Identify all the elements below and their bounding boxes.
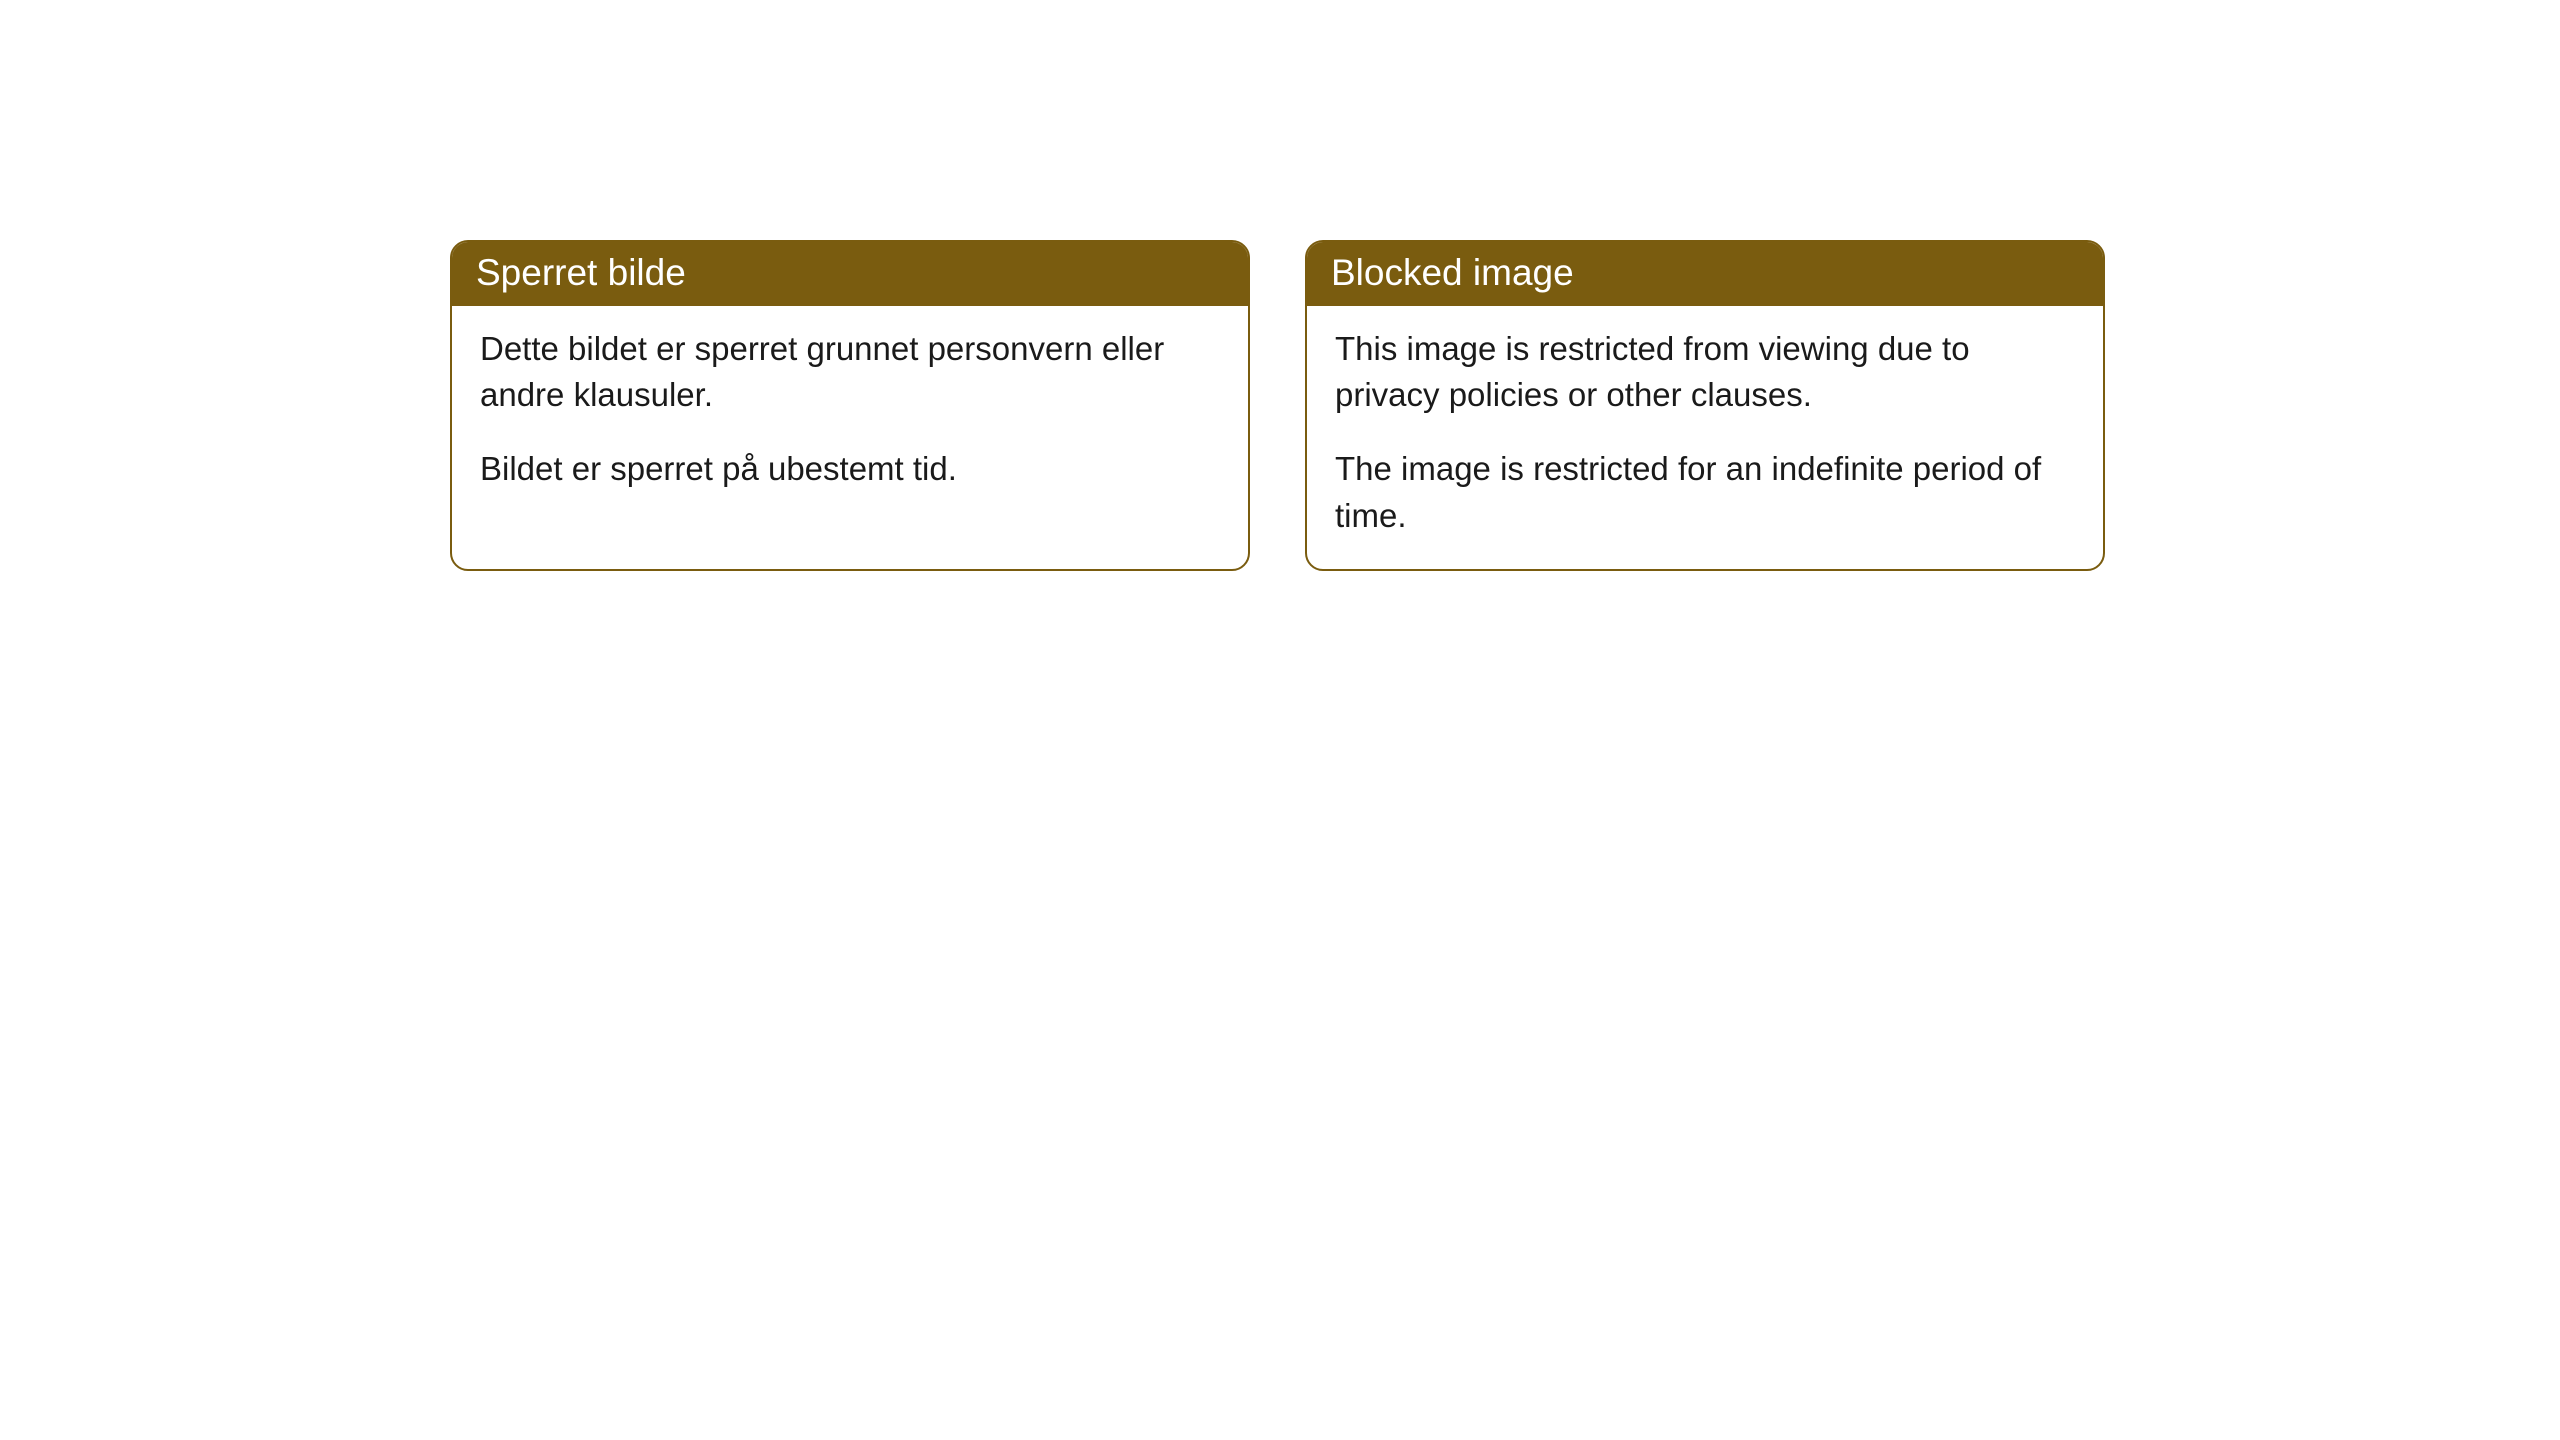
card-title: Sperret bilde xyxy=(452,242,1248,306)
card-paragraph: This image is restricted from viewing du… xyxy=(1335,326,2075,418)
card-body: Dette bildet er sperret grunnet personve… xyxy=(452,306,1248,523)
notice-cards-container: Sperret bilde Dette bildet er sperret gr… xyxy=(450,240,2105,571)
notice-card-norwegian: Sperret bilde Dette bildet er sperret gr… xyxy=(450,240,1250,571)
card-body: This image is restricted from viewing du… xyxy=(1307,306,2103,569)
card-paragraph: Dette bildet er sperret grunnet personve… xyxy=(480,326,1220,418)
card-paragraph: Bildet er sperret på ubestemt tid. xyxy=(480,446,1220,492)
card-paragraph: The image is restricted for an indefinit… xyxy=(1335,446,2075,538)
notice-card-english: Blocked image This image is restricted f… xyxy=(1305,240,2105,571)
card-title: Blocked image xyxy=(1307,242,2103,306)
